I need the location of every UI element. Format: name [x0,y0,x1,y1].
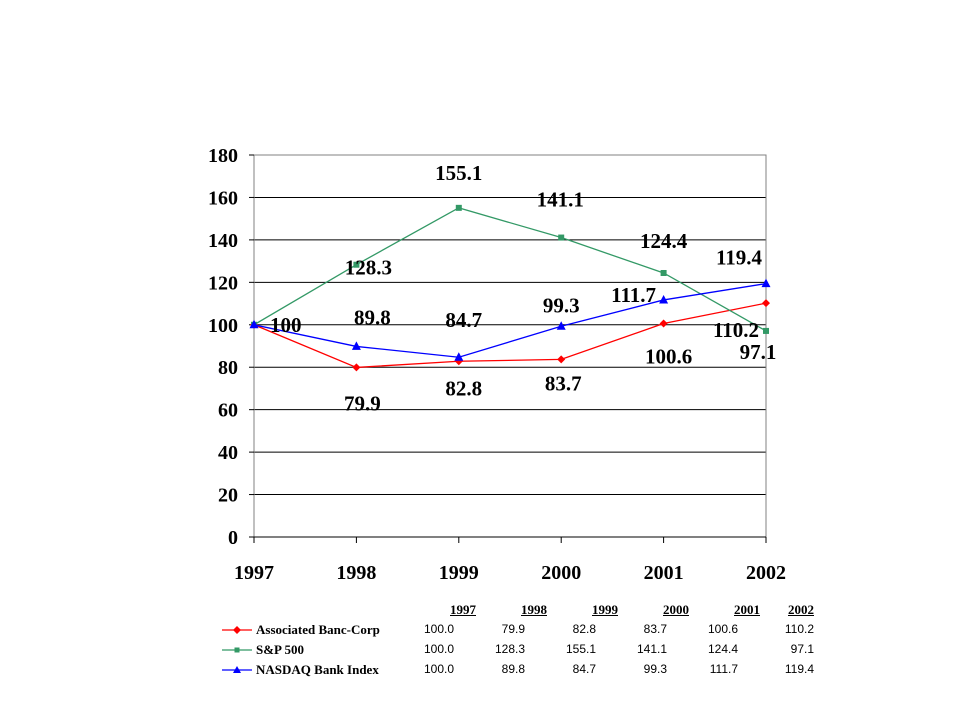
table-cell: 79.9 [501,622,525,636]
data-label: 124.4 [640,229,688,253]
data-point [557,355,566,364]
x-tick-label: 1997 [234,562,274,584]
data-label: 100.6 [645,345,692,369]
data-point [659,319,668,328]
data-label: 84.7 [445,308,482,332]
series-line [253,302,767,369]
y-tick-label: 0 [228,527,238,549]
x-tick-label: 1999 [439,562,479,584]
data-point [454,352,464,361]
data-point [351,341,361,350]
y-tick-label: 20 [218,485,238,507]
data-label: 111.7 [611,283,656,307]
table-row: NASDAQ Bank Index 100.0 89.8 84.7 99.3 1… [220,660,820,680]
data-point [659,294,669,304]
legend-key-associated [222,626,252,634]
x-axis: 1997 1998 1999 2000 2001 2002 [234,536,786,584]
data-point [558,234,565,241]
data-point [556,321,566,330]
table-cell: 97.1 [790,642,814,656]
table-cell: 141.1 [636,642,667,656]
y-tick-label: 160 [208,187,238,209]
data-point [763,327,769,334]
legend-key-nasdaq [222,666,252,673]
data-label: 99.3 [543,293,580,317]
y-tick-label: 180 [208,145,238,167]
series-line [253,207,767,332]
table-header-cell: 1997 [450,602,476,617]
y-axis: 0 20 40 60 80 100 120 140 160 180 [208,145,254,549]
table-row: S&P 500 100.0 128.3 155.1 141.1 124.4 97… [220,640,820,660]
data-label: 110.2 [713,318,759,342]
table-cell: 110.2 [784,622,814,636]
data-label: 100 [270,313,302,337]
data-label: 82.8 [445,376,482,400]
data-label: 79.9 [344,391,381,415]
line-chart: 0 20 40 60 80 100 120 140 160 180 1997 1998 1999 200… [208,145,786,584]
legend-label-sp500: S&P 500 [256,642,305,657]
data-point [762,299,770,308]
data-point [353,261,360,268]
data-point [352,363,361,372]
data-point [660,269,667,276]
table-cell: 82.8 [572,622,596,636]
y-tick-label: 120 [208,272,238,294]
legend-label-nasdaq: NASDAQ Bank Index [256,662,379,677]
x-tick-label: 2000 [541,562,581,584]
series-group [249,204,771,372]
table-cell: 111.7 [709,662,738,676]
table-cell: 128.3 [494,642,525,656]
data-label: 83.7 [545,371,582,395]
x-tick-label: 1998 [336,562,376,584]
table-cell: 84.7 [572,662,596,676]
y-tick-label: 60 [218,400,238,422]
data-point [455,204,462,211]
table-cell: 119.4 [784,662,814,676]
data-label: 141.1 [537,188,584,212]
table-cell: 100.0 [423,662,454,676]
table-header-row: 1997 1998 1999 2000 2001 2002 [220,600,820,620]
data-labels: 100 79.9 82.8 83.7 100.6 110.2 128.3 155.1 141.1… [270,161,776,416]
legend-label-associated: Associated Banc-Corp [256,622,380,637]
data-label: 119.4 [716,246,763,270]
data-label: 155.1 [435,161,482,185]
table-cell: 100.6 [707,622,738,636]
table-header-cell: 2001 [734,602,760,617]
series-line [253,282,767,358]
table-cell: 100.0 [423,622,454,636]
legend-key-sp500 [222,647,252,653]
x-tick-label: 2002 [746,562,786,584]
table-cell: 155.1 [565,642,596,656]
data-point [249,319,259,329]
y-tick-label: 140 [208,230,238,252]
data-point [761,278,771,288]
table-header-cell: 2000 [663,602,689,617]
y-tick-label: 100 [208,315,238,337]
y-tick-label: 80 [218,357,238,379]
table-cell: 124.4 [707,642,738,656]
y-tick-label: 40 [218,442,238,464]
table-row: Associated Banc-Corp 100.0 79.9 82.8 83.… [220,620,820,640]
table-header-cell: 1999 [592,602,618,617]
table-header-cell: 1998 [521,602,547,617]
grid-lines [254,154,766,496]
table-cell: 83.7 [643,622,667,636]
table-cell: 100.0 [423,642,454,656]
data-label: 89.8 [354,305,391,329]
table-cell: 99.3 [643,662,667,676]
x-tick-label: 2001 [644,562,684,584]
data-label: 97.1 [740,340,777,364]
data-label: 128.3 [345,256,392,280]
table-cell: 89.8 [501,662,525,676]
table-header-cell: 2002 [788,602,814,617]
data-table: 1997 1998 1999 2000 2001 2002 Associated… [220,600,820,680]
